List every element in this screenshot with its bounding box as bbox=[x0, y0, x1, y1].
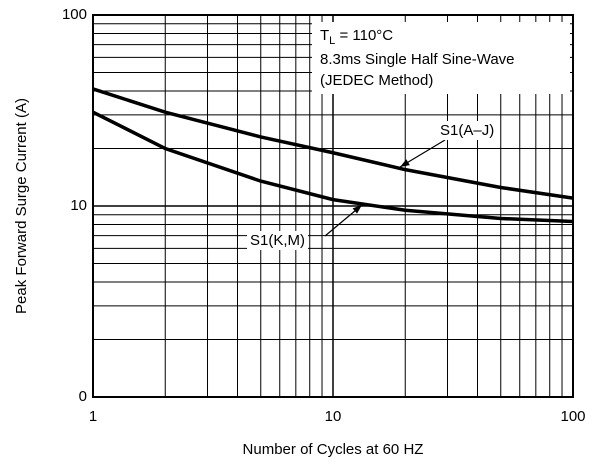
y-axis-label: Peak Forward Surge Current (A) bbox=[13, 98, 30, 314]
series-line bbox=[92, 110, 574, 224]
y-tick-label: 100 bbox=[62, 6, 87, 23]
x-tick-label: 100 bbox=[560, 408, 585, 425]
series-label: S1(K,M) bbox=[250, 232, 305, 249]
annotation-subscript: L bbox=[329, 35, 335, 47]
plot-frame bbox=[92, 14, 574, 398]
annotation: 8.3ms Single Half Sine-Wave bbox=[320, 51, 515, 68]
arrow-head bbox=[400, 159, 410, 167]
series-line bbox=[92, 87, 574, 200]
series-label-bg bbox=[247, 230, 309, 250]
x-tick-label: 10 bbox=[325, 408, 342, 425]
series-label: S1(A–J) bbox=[440, 122, 494, 139]
annotation-box bbox=[312, 22, 570, 94]
annotation-part: = 110°C bbox=[335, 27, 393, 44]
series-label-bg bbox=[437, 120, 498, 140]
annotation: TL = 110°C bbox=[320, 27, 393, 47]
x-tick-label: 1 bbox=[89, 408, 97, 425]
y-tick-label: 10 bbox=[70, 197, 87, 214]
x-axis-label: Number of Cycles at 60 HZ bbox=[243, 441, 424, 458]
annotation-part: T bbox=[320, 27, 329, 44]
annotation: (JEDEC Method) bbox=[320, 72, 433, 89]
y-tick-label: 0 bbox=[79, 388, 87, 405]
arrow-head bbox=[352, 205, 362, 214]
